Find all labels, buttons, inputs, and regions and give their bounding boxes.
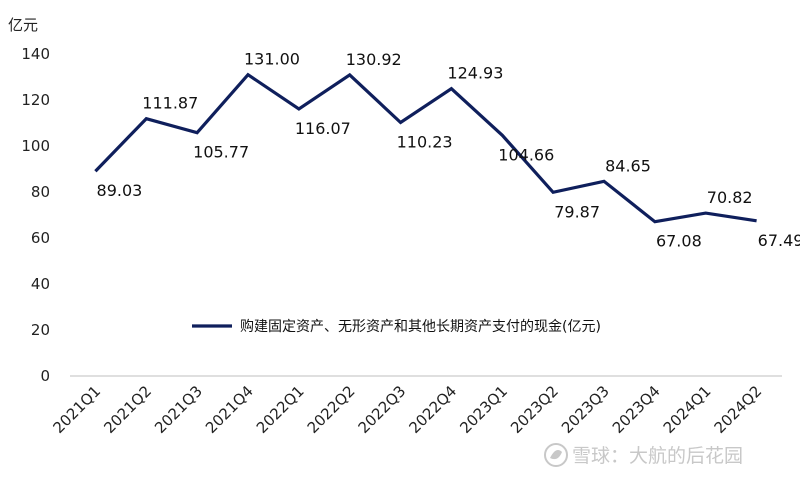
data-label: 105.77 [193,143,249,162]
data-label: 84.65 [605,156,651,175]
x-tick-label: 2022Q1 [253,382,308,437]
x-tick-label: 2021Q3 [151,382,206,437]
y-tick-label: 120 [21,91,50,109]
x-tick-label: 2021Q1 [49,382,104,437]
x-tick-label: 2022Q3 [355,382,410,437]
x-tick-label: 2021Q2 [100,382,155,437]
data-label: 124.93 [447,64,503,83]
x-tick-label: 2024Q2 [711,382,766,437]
y-axis: 0 20 40 60 80 100 120 140 [21,45,50,385]
data-label: 131.00 [244,50,300,69]
data-label: 67.08 [656,232,702,251]
unit-label: 亿元 [8,16,38,34]
y-tick-label: 20 [31,321,50,339]
x-tick-label: 2022Q4 [405,382,460,437]
x-tick-label: 2021Q4 [202,382,257,437]
data-label: 79.87 [554,202,600,221]
data-label: 116.07 [295,119,351,138]
y-tick-label: 80 [31,183,50,201]
x-tick-label: 2023Q1 [456,382,511,437]
data-labels: 89.03 111.87 105.77 131.00 116.07 130.92 110.2… [97,50,800,251]
data-label: 70.82 [707,188,753,207]
data-label: 110.23 [397,132,453,151]
x-tick-label: 2023Q4 [609,382,664,437]
legend-label: 购建固定资产、无形资产和其他长期资产支付的现金(亿元) [240,319,601,335]
x-tick-label: 2023Q2 [507,382,562,437]
x-axis: 2021Q12021Q22021Q32021Q42022Q12022Q22022… [49,382,765,437]
x-tick-label: 2022Q2 [304,382,359,437]
y-tick-label: 140 [21,45,50,63]
watermark: 雪球：大航的后花园 [544,443,743,467]
x-tick-label: 2023Q3 [558,382,613,437]
series-line [94,72,757,224]
data-label: 89.03 [97,181,143,200]
data-label: 111.87 [142,94,198,113]
data-label: 130.92 [346,50,402,69]
y-tick-label: 100 [21,137,50,155]
data-label: 67.49 [758,231,800,250]
y-tick-label: 0 [40,367,50,385]
y-tick-label: 40 [31,275,50,293]
snowball-logo-icon [544,443,568,467]
legend: 购建固定资产、无形资产和其他长期资产支付的现金(亿元) [192,319,601,335]
watermark-text: 雪球：大航的后花园 [572,445,743,467]
data-label: 104.66 [498,145,554,164]
x-tick-label: 2024Q1 [660,382,715,437]
y-tick-label: 60 [31,229,50,247]
